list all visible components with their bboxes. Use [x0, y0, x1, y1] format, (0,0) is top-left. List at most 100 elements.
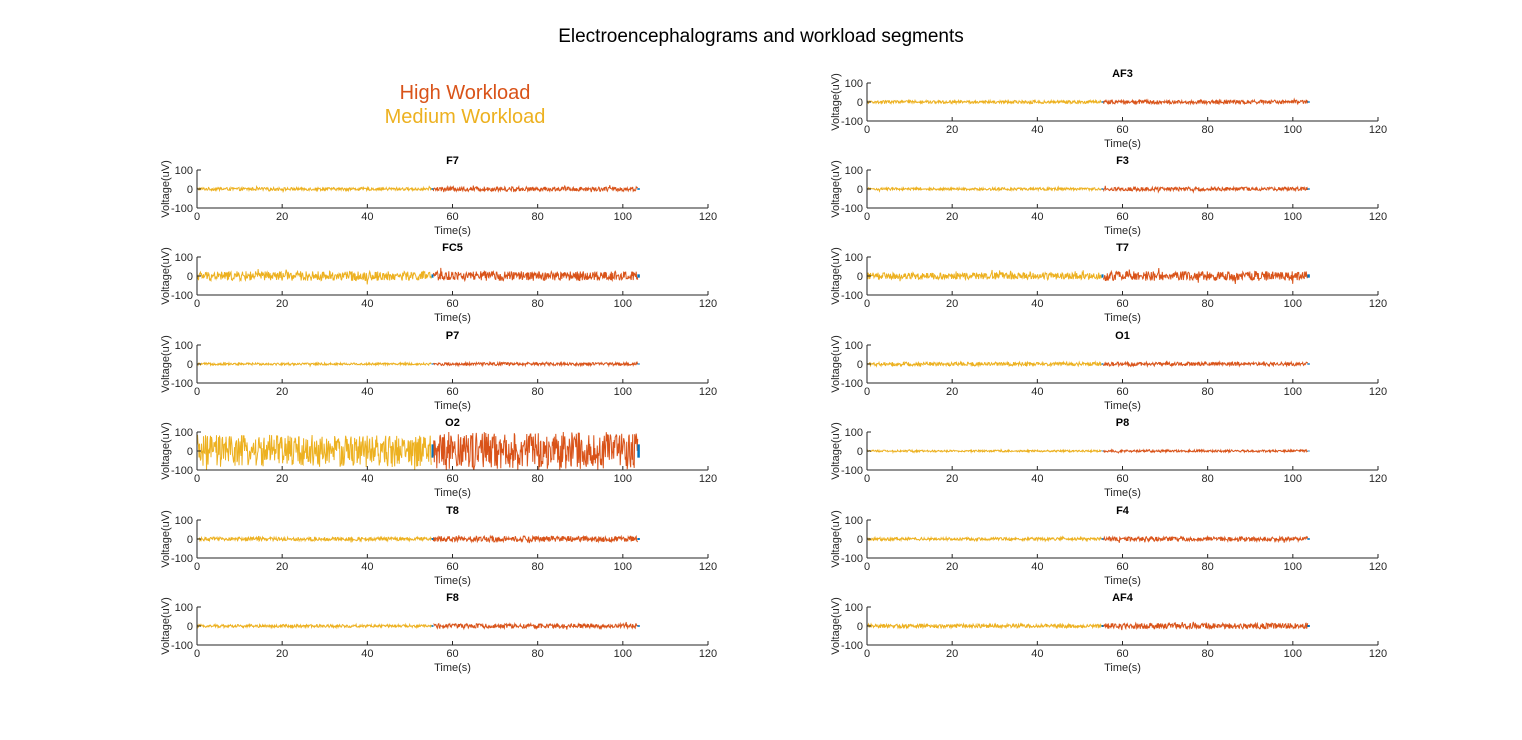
- x-tick-label: 100: [614, 211, 632, 223]
- y-tick-label: 0: [187, 534, 193, 546]
- x-tick-label: 120: [699, 211, 717, 223]
- x-tick-label: 80: [1202, 561, 1214, 573]
- x-tick-label: 40: [361, 298, 373, 310]
- x-tick-label: 20: [276, 648, 288, 660]
- x-tick-label: 80: [532, 298, 544, 310]
- x-tick-label: 60: [446, 473, 458, 485]
- x-tick-label: 80: [532, 561, 544, 573]
- x-tick-label: 100: [1284, 386, 1302, 398]
- y-tick-label: -100: [841, 290, 863, 302]
- subplot-title: F3: [1116, 155, 1129, 167]
- x-tick-label: 20: [946, 648, 958, 660]
- y-tick-label: -100: [171, 640, 193, 652]
- y-tick-label: -100: [171, 290, 193, 302]
- x-tick-label: 20: [276, 211, 288, 223]
- x-tick-label: 60: [1116, 561, 1128, 573]
- subplot-title: O2: [445, 417, 460, 429]
- x-tick-label: 80: [1202, 648, 1214, 660]
- y-tick-label: 0: [187, 621, 193, 633]
- subplot-f3: 0 20 40 60 80 100 120-1000100F3Time(s)Voltage(…: [830, 155, 1387, 237]
- x-tick-label: 60: [446, 386, 458, 398]
- x-axis-label: Time(s): [1104, 138, 1141, 150]
- x-tick-label: 0: [864, 648, 870, 660]
- series-medium-workload-o1: [867, 360, 1102, 368]
- series-high-workload-t7: [1102, 267, 1309, 284]
- x-tick-label: 40: [361, 648, 373, 660]
- subplot-fc5: 0 20 40 60 80 100 120-1000100FC5Time(s)Voltage…: [160, 242, 717, 324]
- y-tick-label: 100: [845, 340, 863, 352]
- subplot-title: P8: [1116, 417, 1129, 429]
- x-tick-label: 100: [1284, 124, 1302, 136]
- x-tick-label: 20: [946, 473, 958, 485]
- x-tick-label: 0: [864, 211, 870, 223]
- y-tick-label: 100: [175, 252, 193, 264]
- x-tick-label: 120: [699, 386, 717, 398]
- y-tick-label: -100: [841, 640, 863, 652]
- y-axis-label: Voltage(uV): [160, 160, 172, 217]
- x-axis-label: Time(s): [434, 662, 471, 674]
- x-tick-label: 60: [446, 211, 458, 223]
- x-tick-label: 100: [1284, 648, 1302, 660]
- series-high-workload-f4: [1102, 534, 1309, 544]
- y-axis-label: Voltage(uV): [830, 73, 842, 130]
- x-tick-label: 0: [194, 298, 200, 310]
- y-tick-label: -100: [171, 465, 193, 477]
- x-axis-label: Time(s): [1104, 400, 1141, 412]
- x-tick-label: 120: [1369, 648, 1387, 660]
- x-tick-label: 20: [276, 298, 288, 310]
- x-tick-label: 0: [194, 386, 200, 398]
- subplot-title: AF4: [1112, 592, 1134, 604]
- y-tick-label: 100: [845, 78, 863, 90]
- series-medium-workload-t7: [867, 269, 1102, 282]
- x-tick-label: 120: [1369, 473, 1387, 485]
- x-tick-label: 0: [194, 648, 200, 660]
- x-tick-label: 100: [614, 561, 632, 573]
- y-axis-label: Voltage(uV): [830, 335, 842, 392]
- series-medium-workload-f3: [867, 185, 1102, 193]
- y-axis-label: Voltage(uV): [160, 597, 172, 654]
- subplot-f7: 0 20 40 60 80 100 120-1000100F7Time(s)Voltage(…: [160, 155, 717, 237]
- x-tick-label: 40: [361, 211, 373, 223]
- x-tick-label: 60: [1116, 386, 1128, 398]
- x-tick-label: 20: [276, 561, 288, 573]
- x-tick-label: 100: [1284, 298, 1302, 310]
- y-tick-label: 100: [845, 602, 863, 614]
- x-axis-label: Time(s): [434, 312, 471, 324]
- x-tick-label: 80: [532, 386, 544, 398]
- x-axis-label: Time(s): [434, 487, 471, 499]
- x-axis-label: Time(s): [1104, 575, 1141, 587]
- y-tick-label: 0: [187, 359, 193, 371]
- subplot-o1: 0 20 40 60 80 100 120-1000100O1Time(s)Voltage(…: [830, 330, 1387, 412]
- series-high-workload-t8: [432, 534, 639, 544]
- x-axis-label: Time(s): [1104, 312, 1141, 324]
- y-axis-label: Voltage(uV): [830, 247, 842, 304]
- x-tick-label: 40: [1031, 211, 1043, 223]
- x-tick-label: 40: [1031, 386, 1043, 398]
- series-medium-workload-o2: [197, 434, 432, 471]
- subplot-title: F8: [446, 592, 459, 604]
- x-tick-label: 120: [699, 298, 717, 310]
- x-tick-label: 40: [1031, 473, 1043, 485]
- x-tick-label: 0: [864, 473, 870, 485]
- legend-high-workload: High Workload: [399, 82, 531, 104]
- x-tick-label: 120: [699, 648, 717, 660]
- series-medium-workload-p7: [197, 360, 432, 368]
- series-high-workload-fc5: [432, 267, 639, 283]
- x-tick-label: 40: [1031, 124, 1043, 136]
- subplot-title: FC5: [442, 242, 463, 254]
- x-tick-label: 80: [1202, 211, 1214, 223]
- y-axis-label: Voltage(uV): [160, 335, 172, 392]
- y-tick-label: -100: [841, 203, 863, 215]
- series-high-workload-p8: [1102, 448, 1308, 454]
- x-tick-label: 80: [532, 211, 544, 223]
- series-medium-workload-f7: [197, 184, 432, 194]
- series-high-workload-f8: [433, 621, 639, 631]
- x-tick-label: 120: [1369, 386, 1387, 398]
- x-tick-label: 0: [864, 561, 870, 573]
- x-tick-label: 60: [1116, 648, 1128, 660]
- y-tick-label: 0: [857, 184, 863, 196]
- y-tick-label: 100: [845, 252, 863, 264]
- y-axis-label: Voltage(uV): [830, 597, 842, 654]
- x-tick-label: 80: [1202, 124, 1214, 136]
